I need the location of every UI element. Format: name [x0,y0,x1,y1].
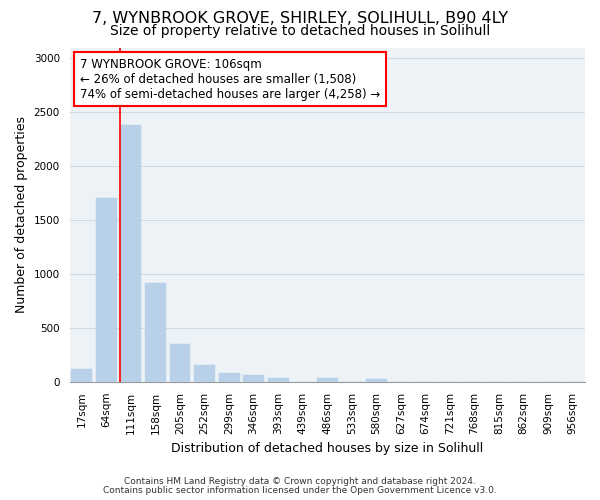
Bar [170,344,190,382]
Bar [317,378,338,382]
Bar [71,369,92,382]
Bar [366,378,387,382]
Text: Size of property relative to detached houses in Solihull: Size of property relative to detached ho… [110,24,490,38]
Text: 7, WYNBROOK GROVE, SHIRLEY, SOLIHULL, B90 4LY: 7, WYNBROOK GROVE, SHIRLEY, SOLIHULL, B9… [92,11,508,26]
Bar [145,282,166,382]
Bar [218,372,239,382]
Text: Contains public sector information licensed under the Open Government Licence v3: Contains public sector information licen… [103,486,497,495]
Bar [194,365,215,382]
X-axis label: Distribution of detached houses by size in Solihull: Distribution of detached houses by size … [171,442,484,455]
Bar [96,198,117,382]
Bar [243,376,264,382]
Bar [121,125,142,382]
Bar [268,378,289,382]
Y-axis label: Number of detached properties: Number of detached properties [15,116,28,313]
Text: Contains HM Land Registry data © Crown copyright and database right 2024.: Contains HM Land Registry data © Crown c… [124,477,476,486]
Text: 7 WYNBROOK GROVE: 106sqm
← 26% of detached houses are smaller (1,508)
74% of sem: 7 WYNBROOK GROVE: 106sqm ← 26% of detach… [80,58,380,100]
